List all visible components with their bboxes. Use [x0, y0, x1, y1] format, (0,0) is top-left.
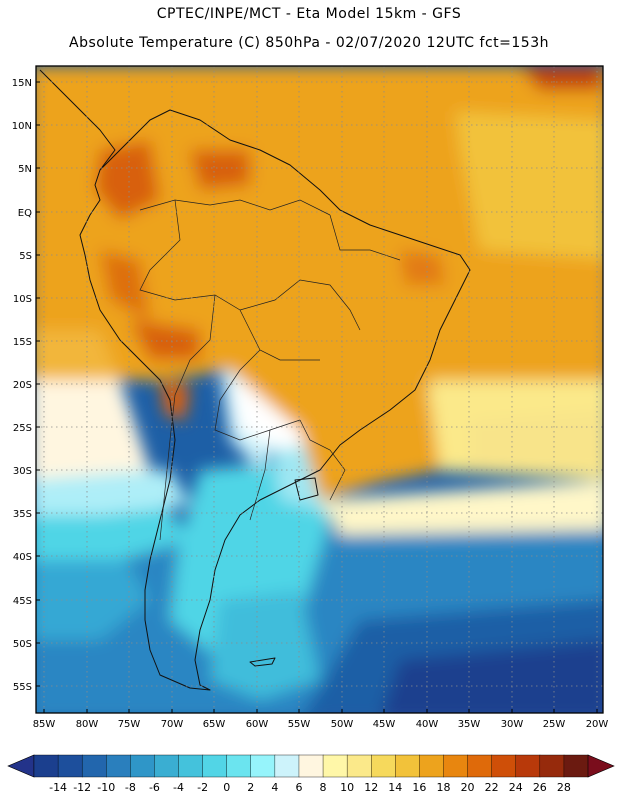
legend-swatch [178, 754, 204, 778]
legend-tick-label: 14 [388, 781, 402, 794]
legend-swatch [274, 754, 300, 778]
legend-swatch [250, 754, 276, 778]
map-frame [35, 65, 604, 714]
legend-swatch [226, 754, 252, 778]
legend-swatch [202, 754, 228, 778]
longitude-labels: 85W 80W 75W 70W 65W 60W 55W 50W 45W 40W … [33, 719, 609, 730]
legend-swatch [154, 754, 180, 778]
lon-label: 25W [543, 719, 566, 730]
lon-label: 35W [458, 719, 481, 730]
lon-label: 40W [416, 719, 439, 730]
legend-tick-label: 2 [247, 781, 254, 794]
lat-label: 10N [12, 121, 32, 132]
legend-tick-label: 20 [461, 781, 475, 794]
legend-tick-label: -12 [73, 781, 91, 794]
lat-label: 10S [13, 294, 32, 305]
legend-swatch [33, 754, 59, 778]
lat-label: 5S [19, 251, 32, 262]
lat-label: 25S [13, 423, 32, 434]
legend-tick-label: 28 [557, 781, 571, 794]
legend-swatch [322, 754, 348, 778]
lon-label: 70W [161, 719, 184, 730]
legend-tick-label: 10 [340, 781, 354, 794]
lon-label: 45W [373, 719, 396, 730]
legend-swatch [81, 754, 107, 778]
lon-label: 75W [118, 719, 141, 730]
legend-swatch [563, 754, 589, 778]
lon-label: 30W [501, 719, 524, 730]
lat-label: 40S [13, 552, 32, 563]
lat-label: 45S [13, 596, 32, 607]
legend-swatch [106, 754, 131, 778]
legend-swatch [346, 754, 372, 778]
legend-tick-label: 0 [223, 781, 230, 794]
legend-tick-label: 16 [412, 781, 426, 794]
temperature-field [36, 66, 603, 713]
lon-label: 55W [288, 719, 311, 730]
legend-tick-label: 12 [364, 781, 378, 794]
lat-label: 30S [13, 466, 32, 477]
lat-label: 15N [12, 78, 32, 89]
lon-label: 65W [203, 719, 226, 730]
legend-tick-label: -14 [49, 781, 67, 794]
legend-tick-label: -6 [149, 781, 160, 794]
legend-swatch [467, 754, 493, 778]
lat-label: 5N [18, 164, 32, 175]
legend-tick-label: 4 [271, 781, 278, 794]
legend-swatch [130, 754, 155, 778]
latitude-labels: 15N 10N 5N EQ 5S 10S 15S 20S 25S 30S 35S… [12, 78, 32, 693]
lon-label: 60W [246, 719, 269, 730]
legend-tick-label: 26 [533, 781, 547, 794]
lon-label: 80W [76, 719, 99, 730]
lat-label: 15S [13, 337, 32, 348]
lat-label: 55S [13, 682, 32, 693]
legend-swatch [443, 754, 469, 778]
legend-tick-label: 18 [436, 781, 450, 794]
lat-label: EQ [18, 208, 32, 219]
legend-tick-label: -8 [125, 781, 136, 794]
legend-swatch [419, 754, 444, 778]
legend-swatch [395, 754, 420, 778]
legend-tick-label: -10 [97, 781, 115, 794]
legend-arrow-high [587, 754, 615, 778]
lat-label: 50S [13, 639, 32, 650]
coastlines [39, 69, 471, 691]
legend-swatch [57, 754, 83, 778]
legend-swatch [515, 754, 541, 778]
legend-tick-label: 22 [485, 781, 499, 794]
legend-swatch [371, 754, 396, 778]
title-line-2: Absolute Temperature (C) 850hPa - 02/07/… [69, 35, 549, 51]
legend-tick-label: -4 [173, 781, 184, 794]
lon-label: 85W [33, 719, 56, 730]
legend-swatch [539, 754, 565, 778]
color-legend: -14 -12 -10 -8 -6 -4 -2 0 2 4 6 8 10 12 14 16 18 20 22 24 26… [7, 754, 615, 794]
lat-label: 20S [13, 380, 32, 391]
title-line-1: CPTEC/INPE/MCT - Eta Model 15km - GFS [156, 6, 462, 22]
lon-label: 50W [331, 719, 354, 730]
axis-ticks [36, 81, 598, 713]
lat-label: 35S [13, 509, 32, 520]
legend-tick-label: -2 [197, 781, 208, 794]
legend-swatch [298, 754, 324, 778]
legend-tick-label: 6 [295, 781, 302, 794]
legend-swatch [491, 754, 517, 778]
lon-label: 20W [586, 719, 609, 730]
legend-arrow-low [7, 754, 35, 778]
country-borders [139, 199, 401, 541]
legend-tick-label: 24 [509, 781, 523, 794]
legend-tick-label: 8 [320, 781, 327, 794]
